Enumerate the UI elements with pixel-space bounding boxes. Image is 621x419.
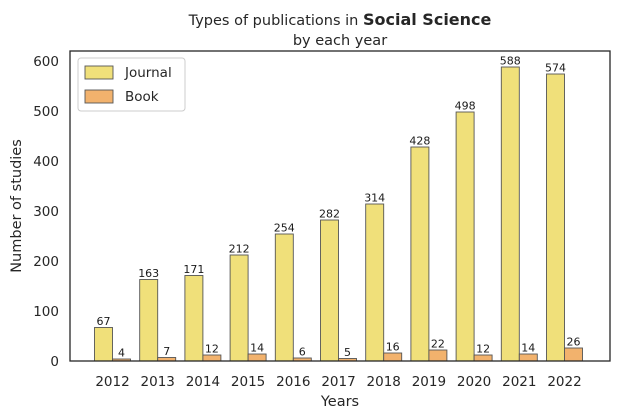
x-tick-label-2018: 2018 [367,374,401,390]
data-label-book-2012: 4 [118,347,125,360]
y-tick-label-400: 400 [33,154,59,170]
data-label-book-2018: 16 [386,341,400,354]
bar-book-2019 [428,349,448,362]
chart-title-prefix: Types of publications in [188,13,363,29]
x-tick-label-2012: 2012 [95,374,129,390]
bar-journal-2014 [184,275,204,362]
data-label-book-2021: 14 [521,342,535,355]
bar-journal-2018 [365,203,385,362]
data-label-journal-2015: 212 [229,243,250,256]
y-axis-label: Number of studies [9,139,25,273]
data-label-journal-2021: 588 [500,55,521,68]
legend-label-book: Book [125,89,159,105]
bar-journal-2022 [546,73,565,362]
y-tick-label-600: 600 [33,54,59,70]
data-label-journal-2016: 254 [274,222,295,235]
chart-title: Types of publications in Social Science [188,10,492,29]
data-label-book-2017: 5 [344,346,351,359]
data-label-book-2013: 7 [163,345,170,358]
bar-book-2022 [564,347,583,362]
chart-title-bold: Social Science [363,10,492,29]
data-label-journal-2017: 282 [319,208,340,221]
bar-journal-2020 [455,111,475,362]
y-tick-label-300: 300 [33,204,59,220]
chart-subtitle: by each year [293,33,387,49]
x-tick-label-2017: 2017 [321,374,355,390]
x-tick-label-2014: 2014 [186,374,220,390]
legend-swatch-journal [84,65,114,80]
data-label-book-2020: 12 [476,343,490,356]
y-tick-label-100: 100 [33,304,59,320]
y-axis: 0 100 200 300 400 500 600 [33,54,59,370]
x-tick-label-2016: 2016 [276,374,310,390]
data-label-book-2019: 22 [431,338,445,351]
bar-book-2014 [202,354,222,362]
plot-frame [69,50,611,362]
bar-journal-2016 [274,233,294,362]
bar-book-2018 [383,352,403,362]
y-tick-label-200: 200 [33,254,59,270]
data-label-journal-2012: 67 [97,315,111,328]
data-labels-group: 67 163 171 212 254 282 314 428 498 588 574 4 7 12 14 6 5… [97,55,581,360]
bar-journal-2021 [500,66,520,362]
data-label-journal-2014: 171 [183,263,204,276]
x-tick-label-2019: 2019 [412,374,446,390]
data-label-book-2015: 14 [250,342,264,355]
legend-label-journal: Journal [124,65,172,81]
data-label-journal-2022: 574 [545,62,566,75]
bar-book-2020 [473,354,493,362]
bar-journal-2017 [320,219,339,362]
y-tick-label-0: 0 [50,354,59,370]
legend-swatch-book [84,89,114,104]
data-label-journal-2020: 498 [455,100,476,113]
data-label-journal-2013: 163 [138,267,159,280]
y-tick-label-500: 500 [33,104,59,120]
data-label-journal-2018: 314 [364,192,385,205]
x-axis: 2012 2013 2014 2015 2016 2017 2018 2019 2020 2021… [95,374,581,390]
data-label-book-2022: 26 [567,336,581,349]
x-axis-label: Years [320,394,359,410]
data-label-journal-2019: 428 [409,135,430,148]
x-tick-label-2021: 2021 [502,374,536,390]
bar-journal-2015 [229,254,249,362]
bar-book-2015 [247,353,267,362]
bars-group [94,66,583,362]
x-tick-label-2015: 2015 [231,374,265,390]
legend: Journal Book [77,57,186,112]
data-label-book-2014: 12 [205,343,219,356]
x-tick-label-2022: 2022 [547,374,581,390]
bar-journal-2012 [94,327,113,362]
x-tick-label-2020: 2020 [457,374,491,390]
data-label-book-2016: 6 [299,346,306,359]
bar-book-2021 [518,353,538,362]
bar-journal-2019 [410,146,430,362]
x-tick-label-2013: 2013 [141,374,175,390]
bar-journal-2013 [139,279,159,362]
